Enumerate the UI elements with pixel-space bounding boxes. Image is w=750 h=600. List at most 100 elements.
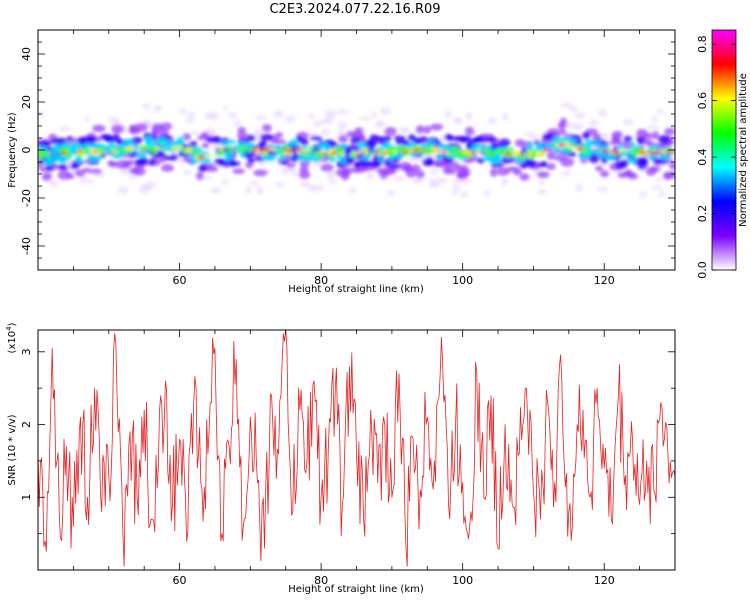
spectrogram-cell: [338, 147, 346, 153]
spectrogram-cell: [651, 131, 660, 140]
spectrogram-y-tick-label: 20: [20, 95, 33, 109]
spectrogram-cell: [564, 122, 576, 130]
spectrogram-cell: [213, 135, 222, 144]
spectrogram-cell: [487, 151, 496, 158]
spectrogram-cell: [524, 132, 536, 138]
spectrogram-cell: [236, 131, 248, 140]
spectrogram-cell: [527, 154, 532, 158]
spectrogram-cell: [620, 150, 627, 155]
spectrogram-cell: [487, 117, 497, 125]
spectrogram-cell: [148, 158, 156, 166]
spectrogram-cell: [470, 151, 477, 155]
spectrogram-cell: [551, 144, 558, 148]
spectrogram-cell: [337, 121, 348, 130]
spectrogram-cell: [520, 153, 525, 157]
spectrogram-cell: [584, 139, 592, 146]
spectrogram-cell: [622, 118, 634, 126]
spectrogram-cell: [600, 158, 608, 164]
spectrogram-cell: [177, 136, 185, 143]
spectrogram-cell: [307, 145, 315, 151]
spectrogram-cell: [117, 186, 129, 195]
spectrogram-cell: [315, 144, 327, 149]
spectrogram-cell: [422, 158, 434, 167]
spectrogram-cell: [451, 190, 459, 197]
snr-x-tick-label: 60: [173, 574, 187, 587]
spectrogram-cell: [461, 150, 469, 154]
spectrogram-cell: [38, 156, 44, 160]
spectrogram-cell: [144, 135, 154, 143]
spectrogram-cell: [614, 151, 619, 155]
spectrogram-cell: [46, 152, 52, 158]
spectrogram-cell: [656, 109, 665, 114]
spectrogram-cell: [76, 136, 89, 144]
spectrogram-cell: [366, 171, 374, 180]
spectrogram-cell: [198, 165, 208, 172]
spectrogram-cell: [144, 146, 153, 152]
colorbar-tick-label: 0.8: [696, 35, 709, 53]
spectrogram-cell: [141, 103, 152, 110]
spectrogram-cell: [155, 146, 160, 151]
spectrogram-cell: [537, 189, 547, 195]
spectrogram-cell: [170, 154, 178, 161]
colorbar-ticks: 0.0 0.2 0.4 0.6 0.8: [696, 35, 736, 279]
spectrogram-cell: [158, 141, 165, 146]
spectrogram-cell: [353, 160, 361, 167]
spectrogram-cell: [260, 134, 274, 140]
spectrogram-cell: [377, 157, 384, 162]
spectrogram-cell: [299, 180, 311, 188]
spectrogram-cell: [210, 141, 218, 150]
spectrogram-cell: [524, 159, 532, 166]
spectrogram-cell: [271, 147, 277, 152]
spectrogram-cell: [627, 157, 637, 164]
spectrogram-cell: [183, 169, 192, 176]
spectrogram-cell: [214, 152, 224, 156]
spectrogram-cell: [352, 146, 359, 152]
spectrogram-cell: [387, 189, 396, 196]
spectrogram-cell: [369, 134, 379, 142]
spectrogram-cell: [176, 157, 185, 164]
spectrogram-cell: [243, 151, 256, 157]
spectrogram-cell: [595, 165, 604, 172]
spectrogram-cell: [575, 183, 583, 192]
spectrogram-cell: [75, 146, 83, 150]
spectrogram-y-ticks: 40 20 0 -20 -40: [20, 29, 675, 271]
spectrogram-cell: [320, 163, 334, 172]
spectrogram-cell: [132, 166, 146, 176]
spectrogram-cell: [536, 152, 541, 157]
spectrogram-cell: [66, 136, 73, 142]
spectrogram-cell: [592, 133, 602, 140]
spectrogram-cell: [312, 120, 323, 127]
spectrogram-cell: [477, 148, 481, 153]
spectrogram-cell: [606, 148, 612, 153]
spectrogram-cell: [302, 145, 307, 150]
spectrogram-cell: [300, 138, 309, 147]
spectrogram-cell: [434, 160, 448, 168]
spectrogram-cell: [362, 151, 369, 155]
spectrogram-cell: [310, 155, 321, 163]
spectrogram-cell: [390, 152, 396, 158]
spectrogram-cell: [108, 147, 116, 151]
snr-x-ticks: 60 80 100 120: [37, 330, 676, 587]
spectrogram-cell: [573, 111, 586, 120]
spectrogram-cell: [388, 163, 402, 170]
spectrogram-cell: [589, 119, 599, 127]
spectrogram-band-cells: [38, 102, 675, 198]
spectrogram-cell: [52, 152, 59, 158]
spectrogram-cell: [544, 142, 555, 149]
spectrogram-cell: [405, 169, 417, 178]
spectrogram-cell: [291, 171, 301, 177]
spectrogram-cell: [39, 149, 46, 155]
spectrogram-cell: [581, 150, 591, 155]
spectrogram-cell: [185, 150, 192, 154]
spectrogram-cell: [568, 105, 578, 113]
spectrogram-cell: [601, 133, 610, 141]
spectrogram-cell: [319, 149, 324, 154]
spectrogram-cell: [134, 123, 149, 132]
spectrogram-cell: [536, 171, 550, 179]
spectrogram-cell: [462, 153, 469, 158]
spectrogram-cell: [253, 169, 268, 177]
spectrogram-cell: [299, 165, 309, 173]
spectrogram-cell: [59, 163, 67, 170]
spectrogram-cell: [220, 140, 228, 147]
spectrogram-cell: [649, 147, 657, 151]
